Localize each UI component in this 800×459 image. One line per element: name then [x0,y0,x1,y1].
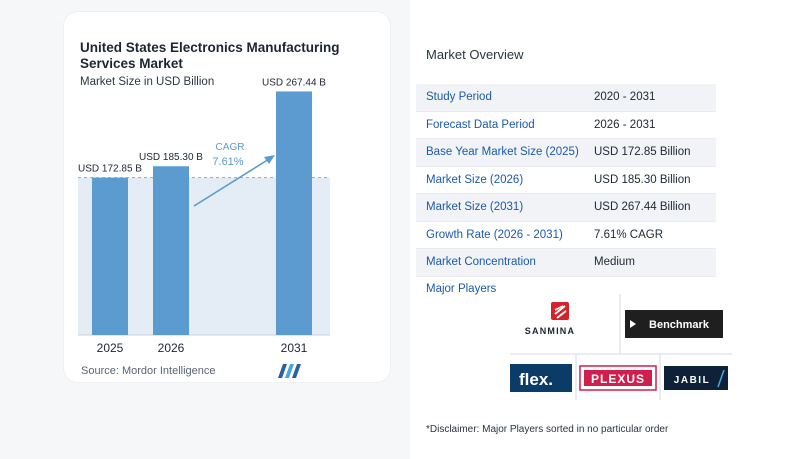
overview-table: Study Period 2020 - 2031 Forecast Data Pe… [416,84,716,277]
disclaimer-note: *Disclaimer: Major Players sorted in no … [426,424,669,435]
data-label-2031: USD 267.44 B [262,77,326,88]
row-label: Study Period [416,84,594,112]
row-label: Market Size (2026) [416,166,594,194]
table-row: Study Period 2020 - 2031 [416,84,716,112]
row-value: USD 185.30 Billion [594,166,716,194]
x-tick-2026: 2026 [158,341,185,355]
plexus-logo-text: PLEXUS [591,372,645,386]
row-label: Forecast Data Period [416,111,594,139]
cagr-value: 7.61% [212,156,243,168]
row-value: Medium [594,248,716,277]
table-row: Market Concentration Medium [416,248,716,277]
benchmark-logo-text: Benchmark [649,319,710,331]
row-value: USD 172.85 Billion [594,138,716,167]
bar-2026 [153,166,189,335]
x-tick-2031: 2031 [281,341,308,355]
sanmina-logo-text: SANMINA [525,326,575,336]
bar-2025 [92,177,128,335]
cagr-arrow [193,158,270,207]
table-row: Base Year Market Size (2025) USD 172.85 B… [416,138,716,167]
flex-logo-text: flex. [519,370,553,389]
table-row: Market Size (2026) USD 185.30 Billion [416,166,716,194]
table-row: Forecast Data Period 2026 - 2031 [416,111,716,139]
sanmina-logo: SANMINA [525,302,575,336]
row-label: Base Year Market Size (2025) [416,138,594,167]
cagr-label: CAGR [216,142,245,153]
cagr-arrowhead [264,155,275,164]
mordor-logo-icon [278,364,301,378]
data-label-2026: USD 185.30 B [139,152,203,163]
row-value: 7.61% CAGR [594,221,716,249]
major-players-label: Major Players [426,283,497,295]
overview-title: Market Overview [426,47,524,62]
table-row: Market Size (2031) USD 267.44 Billion [416,193,716,222]
chart-subtitle: Market Size in USD Billion [80,76,215,88]
jabil-logo: JABIL [664,366,728,390]
benchmark-logo: Benchmark [625,310,723,338]
flex-logo: flex. [510,364,572,392]
major-players-logos: SANMINA Benchmark flex. PLEXUS JABIL [510,294,732,400]
data-label-2025: USD 172.85 B [78,164,142,175]
bar-2031 [276,91,312,335]
row-label: Market Concentration [416,248,594,277]
row-label: Market Size (2031) [416,193,594,222]
plexus-logo: PLEXUS [579,365,657,391]
jabil-logo-text: JABIL [674,375,710,386]
source-note: Source: Mordor Intelligence [81,365,216,377]
row-value: USD 267.44 Billion [594,193,716,222]
table-row: Growth Rate (2026 - 2031) 7.61% CAGR [416,221,716,249]
row-label: Growth Rate (2026 - 2031) [416,221,594,249]
chart-title: United States Electronics Manufacturing … [80,40,340,71]
row-value: 2026 - 2031 [594,111,716,139]
x-tick-2025: 2025 [97,341,124,355]
row-value: 2020 - 2031 [594,84,716,112]
bar-chart: USD 172.85 B USD 185.30 B USD 267.44 B 2… [78,77,330,355]
